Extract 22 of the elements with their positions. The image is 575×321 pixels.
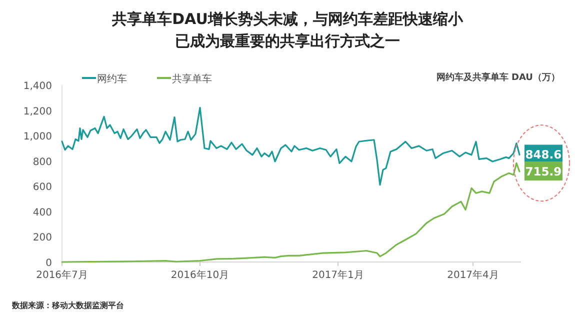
y-tick-label: 1,400 [23, 81, 52, 92]
y-tick-label: 400 [32, 207, 52, 218]
x-tick-label: 2017年1月 [312, 269, 364, 281]
chart-subtitle: 已成为最重要的共享出行方式之一 [175, 32, 400, 50]
y-tick-label: 200 [32, 232, 52, 244]
y-tick-label: 1,200 [23, 106, 52, 118]
y-axis-title: 网约车及共享单车 DAU（万） [436, 72, 560, 83]
line-series [61, 162, 520, 263]
y-tick-label: 800 [32, 156, 52, 168]
annotation: 715.9 [525, 164, 562, 178]
annotation: 848.6 [525, 148, 562, 162]
legend-label: 网约车 [97, 73, 127, 85]
line-series [61, 106, 520, 186]
x-tick-label: 2017年4月 [447, 269, 499, 281]
y-tick-label: 0 [46, 258, 52, 269]
chart-title: 共享单车DAU增长势头未减，与网约车差距快速缩小 [111, 10, 464, 28]
source-note: 数据来源：移动大数据监测平台 [11, 301, 124, 310]
y-tick-label: 1,000 [23, 132, 52, 143]
legend-label: 共享单车 [172, 73, 212, 85]
x-tick-label: 2016年10月 [170, 269, 230, 281]
x-tick-label: 2016年7月 [36, 269, 88, 281]
y-tick-label: 600 [32, 182, 52, 194]
